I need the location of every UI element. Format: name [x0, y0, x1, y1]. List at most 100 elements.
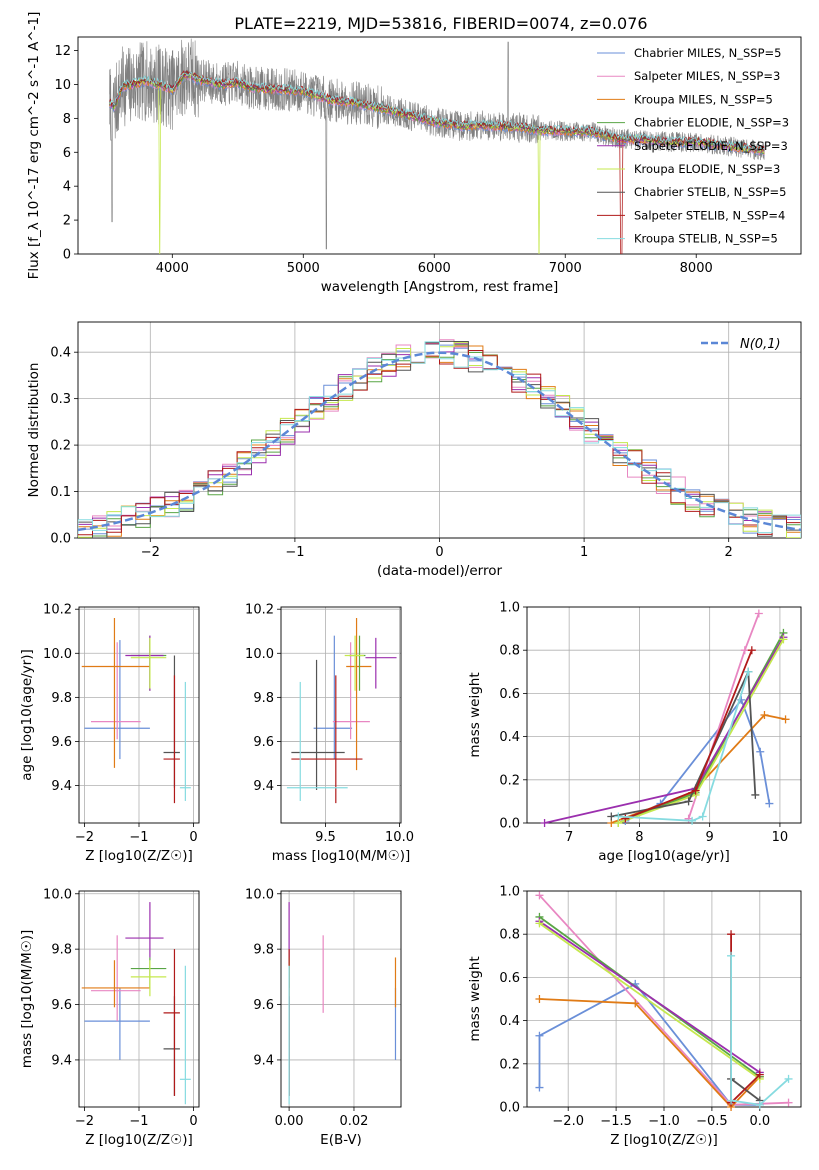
massweight-line [625, 649, 753, 820]
errorbar-point [130, 635, 167, 691]
y-tick-label: 10 [54, 78, 71, 93]
y-axis-label: Flux [f_λ 10^-17 erg cm^-2 s^-1 A^-1] [26, 12, 42, 280]
errorbar-point [81, 960, 150, 1008]
y-tick-label: 0.2 [499, 1057, 520, 1072]
y-tick-label: 0.8 [499, 644, 520, 659]
plus-marker [727, 1096, 736, 1105]
y-tick-label: 10.2 [245, 603, 274, 618]
errorbar-point [332, 642, 370, 740]
plus-marker [747, 646, 756, 655]
errorbar-point [81, 618, 150, 768]
x-tick-label: 0.02 [339, 1114, 368, 1129]
y-tick-label: 9.4 [51, 1053, 72, 1068]
massweight-line [539, 998, 761, 1107]
legend-label: Chabrier MILES, N_SSP=5 [634, 46, 781, 60]
plus-marker [535, 919, 544, 928]
y-tick-label: 0.6 [499, 687, 520, 702]
y-axis-label: mass weight [467, 672, 483, 757]
errorbar-point [130, 960, 167, 997]
x-tick-label: 10 [772, 830, 789, 845]
x-tick-label: 0 [189, 830, 197, 845]
plus-marker [755, 1100, 764, 1109]
x-tick-label: 4000 [156, 261, 189, 276]
x-tick-label: −1 [129, 830, 148, 845]
spectrum-legend: Chabrier MILES, N_SSP=5 Salpeter MILES, N… [597, 46, 789, 246]
x-tick-label: 0 [435, 545, 443, 560]
y-tick-label: 0.2 [50, 439, 71, 454]
y-tick-label: 10.0 [43, 647, 72, 662]
y-axis-label: Normed distribution [26, 363, 42, 498]
y-tick-label: 9.6 [253, 735, 274, 750]
y-tick-label: 9.8 [51, 691, 72, 706]
legend-label: Kroupa STELIB, N_SSP=5 [634, 232, 778, 246]
x-tick-label: −1.0 [648, 1114, 680, 1129]
y-tick-label: 6 [63, 146, 71, 161]
y-tick-label: 0.4 [499, 1014, 520, 1029]
x-tick-label: 0 [189, 1114, 197, 1129]
plus-marker [631, 999, 640, 1008]
axes-massweight-vs-Z: −2.0 −1.5 −1.0 −0.5 0.0 0.0 0.2 0.4 0.6 0.8 1.0 Z [… [467, 885, 802, 1148]
spectrum-model-line [109, 71, 765, 151]
x-tick-label: −2 [75, 830, 94, 845]
errorbar-point [163, 949, 180, 1096]
errorbar-point [179, 681, 191, 801]
y-tick-label: 9.8 [253, 691, 274, 706]
plus-marker [765, 799, 774, 808]
y-axis-label: mass weight [467, 956, 483, 1041]
y-tick-label: 10.0 [245, 647, 274, 662]
legend-label: Kroupa ELODIE, N_SSP=3 [634, 162, 780, 176]
x-axis-label: wavelength [Angstrom, rest frame] [321, 279, 559, 295]
axes-massweight-vs-age: 7 8 9 10 0.0 0.2 0.4 0.6 0.8 1.0 age [log10(age/yr… [467, 601, 802, 864]
errorbar-point [125, 635, 164, 691]
errorbar-point [344, 635, 364, 691]
y-tick-label: 9.6 [51, 998, 72, 1013]
x-tick-label: −2 [75, 1114, 94, 1129]
y-tick-label: 1.0 [499, 885, 520, 900]
y-tick-label: 0.4 [499, 730, 520, 745]
axes-frame [280, 890, 402, 1108]
plus-marker [727, 930, 736, 939]
massweight-line [730, 955, 790, 1106]
plus-marker [691, 786, 700, 795]
errorbar-point [365, 637, 397, 689]
errorbar-point [125, 902, 164, 958]
plus-marker [535, 1083, 544, 1092]
x-tick-label: 0.0 [749, 1114, 770, 1129]
x-tick-label: −1 [285, 545, 304, 560]
y-tick-label: 0.2 [499, 773, 520, 788]
errorbar-point [313, 635, 353, 760]
x-tick-label: 2 [725, 545, 733, 560]
errorbar-point [291, 675, 363, 804]
x-tick-label: 8 [635, 830, 643, 845]
errorbar-point [286, 681, 348, 801]
errorbar-point [346, 618, 372, 771]
plus-marker [784, 1098, 793, 1107]
massweight-line [618, 671, 750, 822]
errorbar-point [130, 957, 167, 988]
y-tick-label: 0.6 [499, 971, 520, 986]
plus-marker [684, 797, 693, 806]
x-axis-label: Z [log10(Z/Z☉)] [85, 848, 193, 864]
y-tick-label: 0.3 [50, 392, 71, 407]
massweight-line [538, 922, 761, 1080]
x-tick-label: −0.5 [696, 1114, 728, 1129]
errorbar-point [163, 996, 180, 1096]
legend-label: N(0,1) [740, 337, 781, 352]
errorbar-point [130, 637, 167, 689]
legend-label: Salpeter ELODIE, N_SSP=3 [634, 139, 788, 153]
plus-marker [755, 1070, 764, 1079]
massweight-line [610, 714, 786, 823]
y-tick-label: 4 [63, 180, 71, 195]
y-tick-label: 0 [63, 248, 71, 263]
axes-mass-vs-Z: −2 −1 0 9.4 9.6 9.8 10.0 Z [log10(Z/Z☉)] mass [l… [19, 887, 200, 1148]
x-tick-label: 0.00 [275, 1114, 304, 1129]
x-axis-label: mass [log10(M/M☉)] [272, 848, 411, 864]
x-tick-label: 9 [706, 830, 714, 845]
massweight-line [538, 920, 761, 1074]
legend-label: Chabrier ELODIE, N_SSP=3 [634, 116, 789, 130]
gaussian-curve [77, 351, 802, 532]
axes-spectrum: 4000 5000 6000 7000 8000 0 2 4 6 8 10 12 wavelength … [26, 12, 802, 295]
x-tick-label: −1 [129, 1114, 148, 1129]
x-axis-label: Z [log10(Z/Z☉)] [85, 1132, 193, 1148]
plus-marker [784, 1074, 793, 1083]
